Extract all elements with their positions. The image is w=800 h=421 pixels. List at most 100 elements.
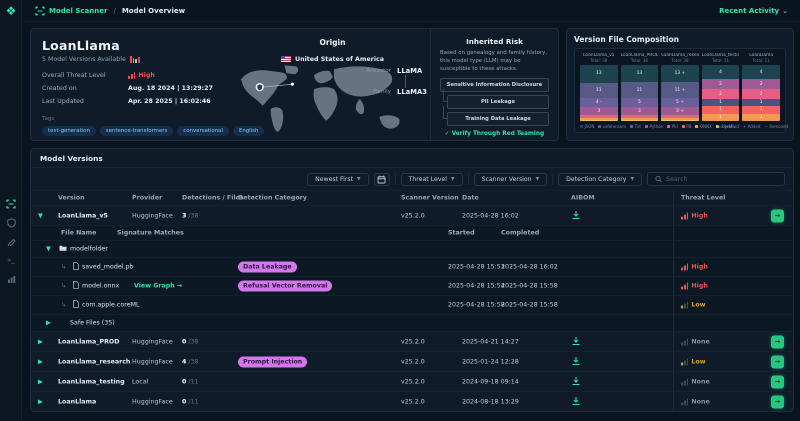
- detection-category-badge[interactable]: Data Leakage: [238, 261, 297, 273]
- terminal-icon[interactable]: >_: [5, 255, 17, 266]
- chart-column[interactable]: LoanLlama Total: 11 4 2 2 1 1 1: [742, 53, 780, 121]
- attack-box[interactable]: Training Data Leakage: [443, 106, 549, 127]
- bar-segment: 1: [701, 106, 740, 114]
- files-count: /11: [186, 398, 199, 405]
- app-logo-icon[interactable]: ❖: [5, 4, 17, 18]
- legend-label: Txt: [634, 124, 641, 129]
- chart-column[interactable]: LoanLlama_researchTotal: 38 13 +11 +5 +3 …: [661, 53, 699, 121]
- view-graph-link[interactable]: View Graph →: [134, 282, 183, 290]
- tag-pill[interactable]: English: [232, 126, 265, 136]
- sub-column-header: File Name: [61, 229, 97, 237]
- detections-count: 0: [182, 398, 187, 405]
- bar-segment: 2: [701, 79, 740, 90]
- version-row[interactable]: ▶ LoanLlama_research HuggingFace 4 /38 Promp…: [31, 351, 793, 371]
- detection-category-badge[interactable]: Prompt Injection: [238, 356, 308, 367]
- expander-chevron-icon[interactable]: ▶: [38, 398, 43, 405]
- scanner-version-filter[interactable]: Scanner Version ▼: [473, 172, 548, 186]
- detection-category-filter[interactable]: Detection Category ▼: [558, 172, 642, 186]
- tag-pill[interactable]: conversational: [177, 126, 229, 136]
- shield-icon[interactable]: [5, 217, 17, 228]
- version-row[interactable]: ▼ LoanLlama_v5 HuggingFace 3 /38 v25.2.0 2025…: [31, 205, 793, 225]
- safe-files-label: Safe Files (35): [70, 319, 115, 327]
- scanner-version: v25.2.0: [401, 338, 425, 345]
- bar-segment: 3: [620, 107, 659, 116]
- column-header: Detections / Files: [182, 194, 244, 202]
- aibom-download-icon[interactable]: [571, 396, 581, 408]
- recent-activity-button[interactable]: Recent Activity ⌄: [719, 6, 788, 15]
- version-row[interactable]: ▶ LoanLlama HuggingFace 0 /11 v25.2.0 2024-08…: [31, 391, 793, 411]
- threat-level-label: Overall Threat Level: [42, 72, 106, 79]
- sidebar-nav: >_: [0, 198, 22, 285]
- chart-column[interactable]: LoanLlama_testing Total: 11 4 2 2 1 1 1: [701, 53, 740, 121]
- file-icon: [73, 281, 79, 291]
- safe-files-row[interactable]: ▶ Safe Files (35): [31, 314, 793, 331]
- expander-chevron-icon[interactable]: ▶: [38, 338, 43, 345]
- breadcrumb-app[interactable]: Model Scanner: [49, 6, 108, 15]
- legend-item: JSON: [580, 124, 594, 129]
- tag-pill[interactable]: sentence-transformers: [99, 126, 174, 136]
- scan-date: 2025-04-28 16:02: [462, 212, 519, 219]
- open-version-button[interactable]: →: [771, 395, 784, 408]
- open-version-button[interactable]: →: [771, 355, 784, 368]
- provider: HuggingFace: [132, 212, 173, 219]
- bar-segment: 2: [701, 89, 740, 99]
- legend-item: coreML: [715, 124, 735, 129]
- calendar-button[interactable]: [373, 172, 390, 186]
- threat-level-label: Low: [691, 358, 706, 365]
- detections-files: 4 /38: [182, 358, 199, 365]
- expander-chevron-icon[interactable]: ▶: [38, 378, 43, 385]
- chart-column[interactable]: LoanLlama_v5 Total: 38 13 11 4 -3: [580, 53, 618, 121]
- aibom-download-icon[interactable]: [571, 336, 581, 348]
- bar-segment: 1: [701, 98, 740, 107]
- bar-segment: 13: [580, 65, 618, 83]
- bar-segment: 3: [580, 107, 618, 116]
- bar-segment: 5: [620, 97, 659, 108]
- version-name: LoanLlama_PROD: [58, 338, 120, 345]
- file-row[interactable]: ↳ com.apple.coreML 2025-04-28 15:58 2025-04…: [31, 295, 793, 314]
- bar-segment: [580, 117, 618, 119]
- column-divider: [673, 241, 674, 257]
- versions-table: Version Provider Detections / Files Detecti…: [31, 190, 793, 411]
- origin-section: Origin United States of America: [235, 29, 430, 140]
- report-icon[interactable]: [5, 274, 17, 285]
- threat-level-filter[interactable]: Threat Level ▼: [400, 172, 463, 186]
- model-scanner-icon[interactable]: [5, 198, 17, 209]
- threat-level-label: High: [691, 263, 708, 271]
- verify-red-teaming-link[interactable]: ✓ Verify Through Red Teaming: [444, 131, 545, 138]
- sort-dropdown[interactable]: Newest First ▼: [307, 172, 369, 186]
- bar-segment: 4 -: [580, 98, 618, 108]
- search-input[interactable]: [666, 175, 777, 183]
- aibom-download-icon[interactable]: [571, 356, 581, 368]
- search-box[interactable]: [647, 172, 785, 186]
- attack-box[interactable]: Sensitive Information Disclosure: [440, 78, 549, 93]
- bar-segment: [580, 115, 618, 118]
- expander-chevron-icon[interactable]: ▼: [38, 212, 43, 219]
- expander-chevron-icon[interactable]: ▼: [46, 245, 51, 253]
- threat-bars-icon: [128, 72, 136, 79]
- detection-category-badge[interactable]: Refusal Vector Removal: [238, 280, 333, 292]
- expander-chevron-icon[interactable]: ▶: [46, 319, 51, 327]
- files-count: /38: [186, 338, 199, 345]
- detections-files: 3 /38: [182, 212, 199, 219]
- open-version-button[interactable]: →: [771, 375, 784, 388]
- open-version-button[interactable]: →: [771, 335, 784, 348]
- tag-pill[interactable]: text-generation: [42, 126, 96, 136]
- aibom-download-icon[interactable]: [571, 376, 581, 388]
- version-row[interactable]: ▶ LoanLlama_testing Local 0 /11 v25.2.0 2024-…: [31, 371, 793, 391]
- file-row[interactable]: ↳ saved_model.pb Data Leakage 2025-04-28 15…: [31, 257, 793, 276]
- expander-chevron-icon[interactable]: ▶: [38, 358, 43, 365]
- bar-segment: 1: [701, 113, 740, 121]
- legend-label: safetensors: [602, 124, 627, 129]
- bar-segment: 11 +: [661, 82, 699, 98]
- column-divider: [673, 191, 674, 205]
- pencil-icon[interactable]: [5, 236, 17, 247]
- attack-box[interactable]: PII Leakage: [443, 89, 549, 110]
- open-version-button[interactable]: →: [771, 209, 784, 222]
- chevron-down-icon: ⌄: [782, 6, 788, 15]
- file-row[interactable]: ↳ model.onnx View Graph → Refusal Vector Re…: [31, 276, 793, 295]
- bar-segment: [661, 120, 699, 121]
- folder-row[interactable]: ▼ modelfolder: [31, 240, 793, 257]
- aibom-download-icon[interactable]: [571, 210, 581, 222]
- version-row[interactable]: ▶ LoanLlama_PROD HuggingFace 0 /38 v25.2.0 20…: [31, 331, 793, 351]
- chart-column[interactable]: LoanLlama_PROD Total: 38 13 11 5 3: [620, 53, 659, 121]
